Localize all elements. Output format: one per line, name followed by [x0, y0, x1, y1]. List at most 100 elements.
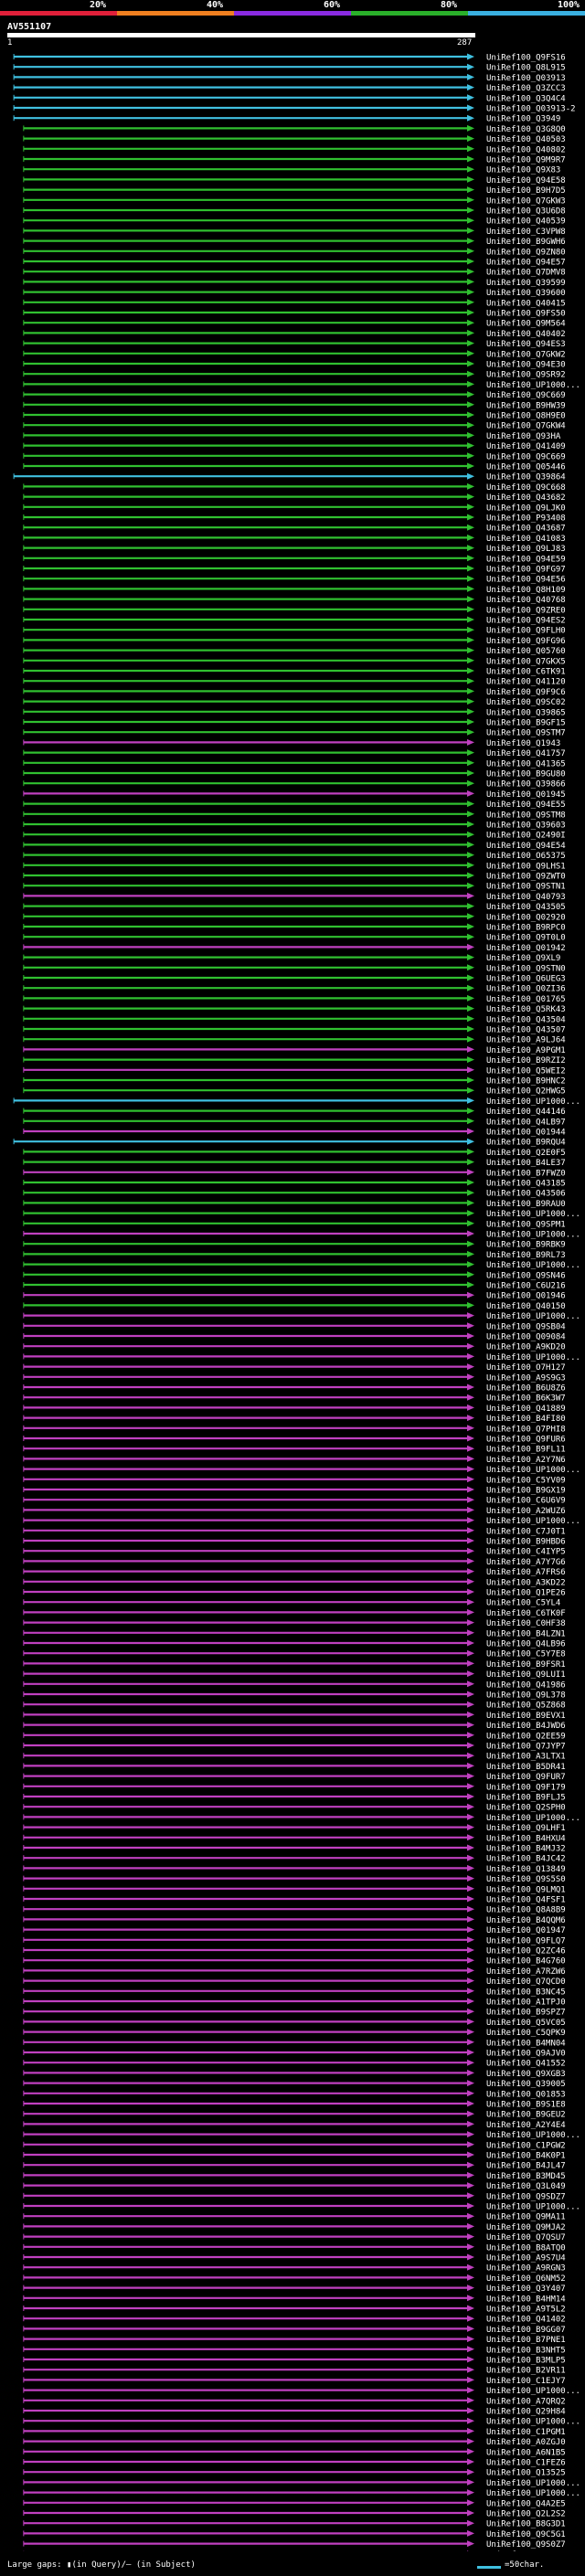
hit-row: UniRef100_B9GF15	[23, 718, 566, 728]
hit-label: UniRef100_Q94E58	[486, 176, 566, 186]
hit-arrow-icon	[467, 1905, 474, 1913]
scale-segment	[117, 11, 234, 16]
scale-segment	[0, 11, 117, 16]
hit-label: UniRef100_UP1000...	[486, 2418, 580, 2427]
hit-arrow-icon	[467, 1056, 474, 1064]
hit-label: UniRef100_Q1943	[486, 739, 560, 748]
hit-label: UniRef100_Q9STM8	[486, 811, 566, 820]
hit-label: UniRef100_Q41757	[486, 749, 566, 758]
scale-label: 40%	[207, 0, 224, 10]
hit-label: UniRef100_B9GEU2	[486, 2111, 566, 2120]
hit-row: UniRef100_Q40503	[23, 135, 566, 144]
hit-label: UniRef100_Q01853	[486, 2090, 566, 2099]
hit-label: UniRef100_Q9SR92	[486, 371, 566, 380]
hit-row: UniRef100_C5Y7E8	[23, 1649, 566, 1659]
hit-arrow-icon	[467, 2489, 474, 2496]
hit-label: UniRef100_A7RZW6	[486, 1967, 566, 1977]
hit-row: UniRef100_Q7PHI8	[23, 1425, 566, 1434]
hit-label: UniRef100_B7PNE1	[486, 2336, 566, 2345]
hit-arrow-icon	[467, 1864, 474, 1871]
hit-arrow-icon	[467, 994, 474, 1002]
hit-row: UniRef100_B9SPZ7	[23, 2008, 566, 2018]
hit-arrow-icon	[467, 289, 474, 296]
hit-row: UniRef100_Q03913-2	[13, 104, 576, 114]
hit-label: UniRef100_B4MN04	[486, 2039, 566, 2048]
hit-arrow-icon	[467, 1220, 474, 1227]
scale-segment	[234, 11, 351, 16]
hit-label: UniRef100_Q5WEI2	[486, 1066, 566, 1076]
hit-arrow-icon	[467, 738, 474, 746]
hit-label: UniRef100_Q9SB04	[486, 1322, 566, 1331]
hit-row: UniRef100_B4JC42	[23, 1854, 566, 1864]
hit-row: UniRef100_A7Y7G6	[23, 1557, 566, 1567]
hit-row: UniRef100_A0ZGJ0	[23, 2438, 566, 2447]
hit-row: UniRef100_Q9M564	[23, 319, 566, 329]
hit-row: UniRef100_Q94E30	[23, 360, 566, 370]
hit-label: UniRef100_Q9T0L0	[486, 934, 566, 943]
hit-label: UniRef100_B9HW39	[486, 401, 566, 410]
hit-arrow-icon	[467, 2366, 474, 2373]
hit-arrow-icon	[467, 821, 474, 828]
hit-arrow-icon	[467, 1762, 474, 1769]
scale-label: 80%	[441, 0, 458, 10]
hit-label: UniRef100_Q9LUI1	[486, 1670, 566, 1680]
hit-row: UniRef100_C5YL4	[23, 1598, 560, 1608]
hit-row: UniRef100_Q13849	[23, 1864, 566, 1874]
hit-label: UniRef100_C7J0T1	[486, 1527, 566, 1536]
hit-row: UniRef100_Q9FUR7	[23, 1773, 566, 1782]
hit-arrow-icon	[467, 2059, 474, 2066]
hit-label: UniRef100_A6N1B5	[486, 2448, 566, 2457]
hit-arrow-icon	[467, 1005, 474, 1012]
hit-label: UniRef100_UP1000...	[486, 2203, 580, 2212]
hit-arrow-icon	[467, 1210, 474, 1217]
hit-arrow-icon	[467, 1108, 474, 1115]
hit-label: UniRef100_Q39864	[486, 473, 566, 482]
hit-row: UniRef100_A9LJ64	[23, 1035, 566, 1045]
hit-label: UniRef100_Q09084	[486, 1333, 566, 1342]
hit-row: UniRef100_Q6UEG3	[23, 974, 566, 984]
hit-arrow-icon	[467, 1670, 474, 1678]
hit-arrow-icon	[467, 2151, 474, 2158]
hit-arrow-icon	[467, 1261, 474, 1268]
hit-row: UniRef100_Q8A8B9	[23, 1905, 566, 1915]
hit-arrow-icon	[467, 687, 474, 694]
hit-label: UniRef100_Q41409	[486, 442, 566, 451]
hit-row: UniRef100_Q01944	[23, 1128, 566, 1138]
hit-arrow-icon	[467, 73, 474, 80]
hit-row: UniRef100_UP1000...	[23, 1813, 580, 1823]
hit-label: UniRef100_A9KD20	[486, 1343, 566, 1352]
hit-label: UniRef100_B9RZI2	[486, 1056, 566, 1065]
hit-label: UniRef100_Q2E0F5	[486, 1149, 566, 1158]
hit-arrow-icon	[467, 1159, 474, 1166]
hit-row: UniRef100_Q43506	[23, 1189, 566, 1199]
hit-row: UniRef100_B7PNE1	[23, 2336, 566, 2345]
hit-arrow-icon	[467, 626, 474, 633]
hit-arrow-icon	[467, 1527, 474, 1534]
hit-arrow-icon	[467, 1813, 474, 1820]
hit-label: UniRef100_Q39599	[486, 279, 566, 288]
hit-label: UniRef100_Q1PE26	[486, 1589, 566, 1598]
hit-label: UniRef100_B9H7D5	[486, 186, 566, 196]
hit-label: UniRef100_Q9LJ83	[486, 545, 566, 554]
hit-arrow-icon	[467, 94, 474, 101]
hit-label: UniRef100_Q9C669	[486, 391, 566, 400]
hit-row: UniRef100_UP1000...	[23, 1517, 580, 1526]
hit-arrow-icon	[467, 1619, 474, 1627]
hit-label: UniRef100_Q9FUR7	[486, 1773, 566, 1782]
hit-label: UniRef100_Q03913	[486, 74, 566, 83]
hit-arrow-icon	[467, 431, 474, 439]
hit-arrow-icon	[467, 329, 474, 336]
hit-arrow-icon	[467, 1517, 474, 1524]
hit-label: UniRef100_B9SPZ7	[486, 2009, 566, 2018]
hit-label: UniRef100_A3LTX1	[486, 1753, 566, 1762]
hit-arrow-icon	[467, 1722, 474, 1729]
hit-row: UniRef100_UP1000...	[23, 2417, 580, 2427]
hit-row: UniRef100_Q0ZI36	[23, 984, 566, 994]
hit-row: UniRef100_A7FRS6	[23, 1568, 566, 1577]
hit-label: UniRef100_Q7QCD0	[486, 1977, 566, 1987]
hit-label: UniRef100_Q2ZC46	[486, 1947, 566, 1956]
hit-row: UniRef100_Q9T0L0	[23, 933, 566, 943]
hit-row: UniRef100_B9GEU2	[23, 2110, 566, 2120]
hit-row: UniRef100_UP1000...	[13, 1097, 580, 1107]
hit-row: UniRef100_Q94E57	[23, 258, 566, 268]
